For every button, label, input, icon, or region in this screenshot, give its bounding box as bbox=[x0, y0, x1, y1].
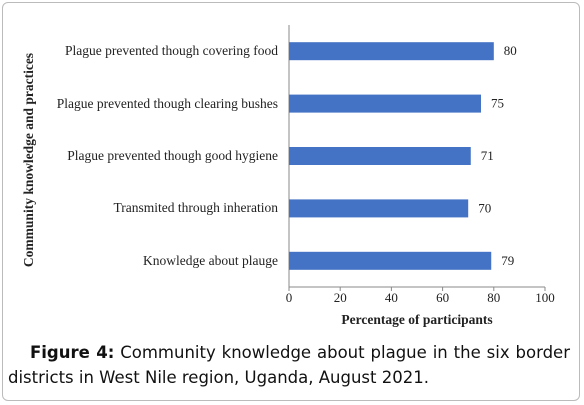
value-label: 70 bbox=[478, 200, 491, 215]
x-tick-label: 40 bbox=[385, 290, 398, 305]
value-label: 79 bbox=[501, 253, 514, 268]
x-tick-label: 0 bbox=[286, 290, 293, 305]
caption-label: Figure 4: bbox=[30, 343, 115, 362]
y-tick-label: Plague prevented though clearing bushes bbox=[56, 95, 278, 111]
y-tick-label: Transmited through inheration bbox=[113, 200, 279, 216]
bar bbox=[289, 147, 471, 165]
value-label: 75 bbox=[491, 96, 504, 111]
x-tick-label: 60 bbox=[436, 290, 449, 305]
caption: Figure 4: Community knowledge about plag… bbox=[8, 340, 570, 390]
caption-text: Community knowledge about plague in the … bbox=[8, 343, 570, 387]
y-tick-label: Knowledge about plauge bbox=[143, 252, 278, 268]
x-tick-label: 80 bbox=[487, 290, 500, 305]
x-axis-label: Percentage of participants bbox=[341, 312, 492, 327]
y-axis-label: Community knowledge and practices bbox=[21, 53, 36, 267]
bar bbox=[289, 94, 481, 113]
x-tick-label: 100 bbox=[535, 290, 555, 305]
value-label: 80 bbox=[504, 43, 517, 58]
bar bbox=[289, 251, 492, 270]
value-label: 71 bbox=[481, 148, 494, 163]
y-tick-label: Plague prevented though good hygiene bbox=[67, 148, 278, 163]
bar bbox=[289, 42, 494, 61]
y-tick-label: Plague prevented though covering food bbox=[65, 43, 278, 59]
x-tick-label: 20 bbox=[334, 290, 347, 305]
bar bbox=[289, 199, 469, 218]
figure-frame bbox=[2, 2, 580, 401]
